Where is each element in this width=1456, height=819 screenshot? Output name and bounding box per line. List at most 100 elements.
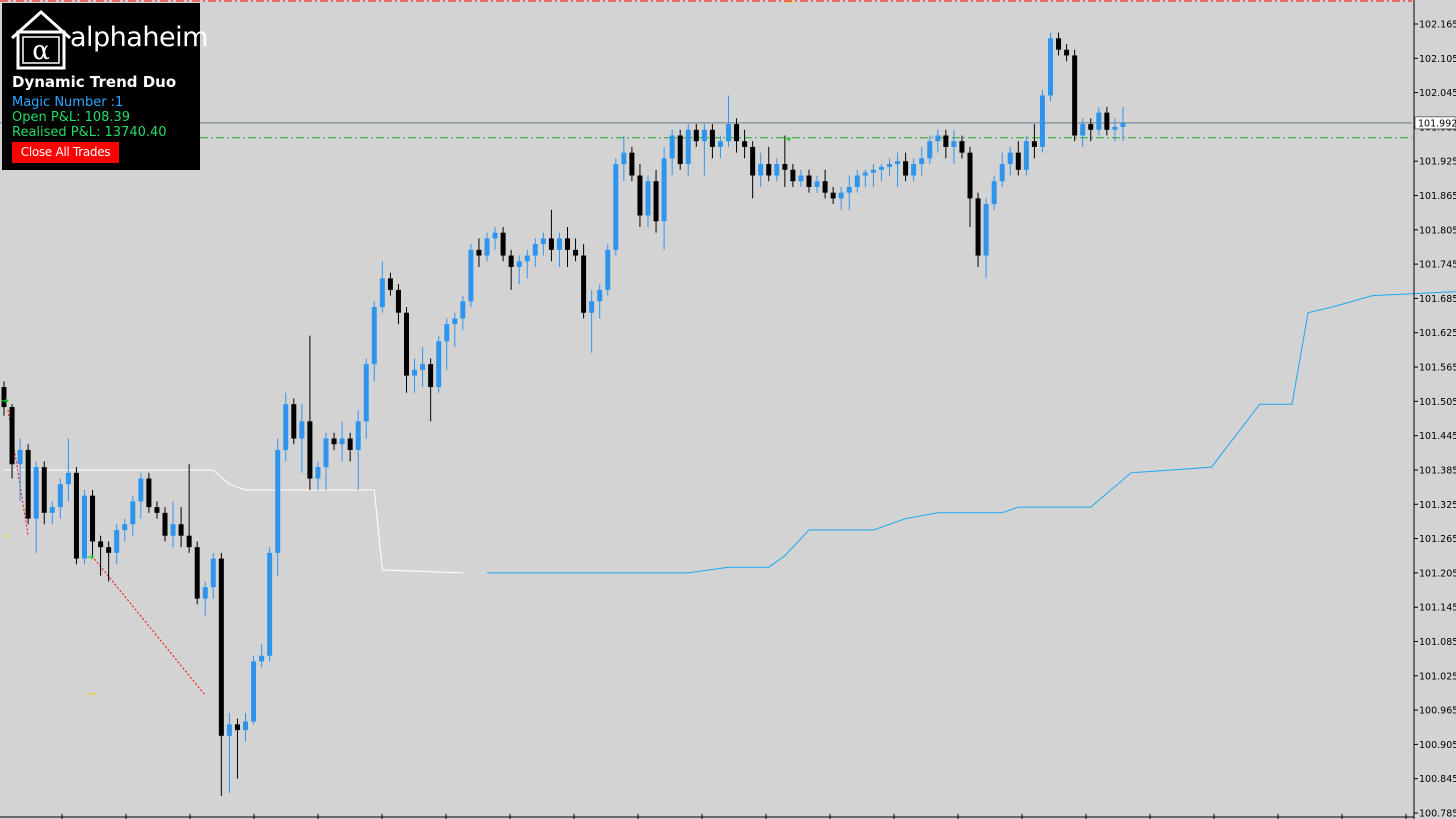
candle-body — [951, 141, 957, 147]
current-price-label: 101.992 — [1418, 118, 1456, 129]
candle — [404, 307, 409, 393]
candle-body — [862, 172, 868, 176]
price-tick-label: 101.625 — [1419, 328, 1456, 339]
candle — [637, 164, 643, 227]
magic-number: Magic Number :1 — [12, 95, 124, 110]
candle — [621, 135, 627, 182]
candle-body — [508, 255, 514, 267]
candle-body — [25, 449, 31, 519]
candle-body — [1096, 112, 1102, 130]
candle — [870, 164, 876, 187]
candle-body — [275, 449, 281, 553]
candle-body — [1080, 124, 1086, 136]
candle — [1039, 89, 1045, 153]
candle — [243, 712, 248, 742]
candle-body — [387, 278, 393, 290]
candle-body — [790, 169, 796, 182]
candle-body — [1112, 126, 1118, 130]
candle — [935, 129, 941, 153]
candle-body — [186, 535, 192, 548]
candle-body — [57, 484, 63, 508]
candle-body — [41, 467, 47, 513]
candle-body — [355, 421, 361, 450]
close-all-trades-button[interactable]: Close All Trades — [12, 142, 119, 163]
candle-body — [267, 552, 273, 656]
price-tick-label: 100.845 — [1419, 774, 1456, 785]
candle — [1080, 118, 1086, 147]
price-tick-label: 100.905 — [1419, 740, 1456, 751]
candle — [927, 135, 933, 165]
candle — [806, 169, 812, 193]
candle-body — [1072, 55, 1078, 136]
candle-body — [452, 318, 458, 325]
candle-body — [645, 181, 651, 216]
price-tick-label: 101.565 — [1419, 363, 1456, 374]
candle — [251, 655, 257, 725]
price-tick-label: 101.265 — [1419, 534, 1456, 545]
buy-arrow-icon: ➜ — [87, 553, 95, 563]
candle-body — [782, 164, 788, 170]
candle-body — [371, 307, 377, 365]
candle — [17, 438, 23, 502]
candle-body — [1023, 141, 1029, 170]
candle — [315, 461, 321, 490]
candle-body — [90, 495, 96, 542]
candle-body — [621, 152, 627, 165]
price-tick-label: 101.385 — [1419, 465, 1456, 476]
candle-body — [822, 181, 828, 193]
candle — [259, 644, 265, 668]
candle — [830, 186, 836, 205]
candle-body — [251, 661, 257, 722]
candle — [967, 146, 973, 227]
price-tick-label: 101.145 — [1419, 603, 1456, 614]
candle-body — [983, 204, 989, 256]
candle-body — [73, 472, 79, 559]
candle — [573, 238, 579, 262]
candle — [444, 318, 450, 370]
candle — [790, 164, 796, 187]
candle — [1031, 124, 1037, 159]
candle — [267, 547, 273, 662]
candle-body — [1015, 152, 1021, 170]
candle — [999, 152, 1005, 187]
candle-body — [516, 261, 522, 267]
candle — [283, 392, 289, 462]
price-tick-label: 101.085 — [1419, 637, 1456, 648]
candle — [492, 226, 498, 250]
candle — [919, 146, 925, 176]
candle — [49, 501, 55, 525]
candle-body — [234, 724, 240, 731]
candle — [234, 718, 240, 779]
candle — [887, 158, 892, 176]
candle — [717, 135, 723, 159]
candle-body — [629, 152, 635, 176]
price-tick-label: 101.745 — [1419, 260, 1456, 271]
candle — [798, 169, 804, 187]
candle — [605, 244, 611, 296]
candle — [41, 461, 47, 525]
candle-body — [661, 158, 667, 222]
candle — [903, 152, 909, 182]
candle — [822, 169, 828, 199]
candle-body — [363, 364, 369, 422]
candle-body — [283, 404, 289, 450]
candle — [226, 712, 232, 793]
price-tick-label: 101.865 — [1419, 191, 1456, 202]
candle — [758, 152, 764, 187]
candle — [339, 421, 345, 462]
candle-body — [709, 129, 715, 147]
candle-body — [540, 238, 546, 245]
candle-body — [717, 141, 723, 147]
candle — [468, 244, 474, 308]
candle — [581, 244, 587, 319]
trailing-stop-line — [487, 291, 1456, 574]
candle-body — [1048, 38, 1053, 96]
candle — [331, 432, 337, 450]
candle — [677, 129, 683, 170]
candle-body — [98, 541, 104, 548]
candle — [73, 467, 79, 565]
candle-body — [210, 558, 216, 588]
open-pl: Open P&L: 108.39 — [12, 110, 131, 125]
